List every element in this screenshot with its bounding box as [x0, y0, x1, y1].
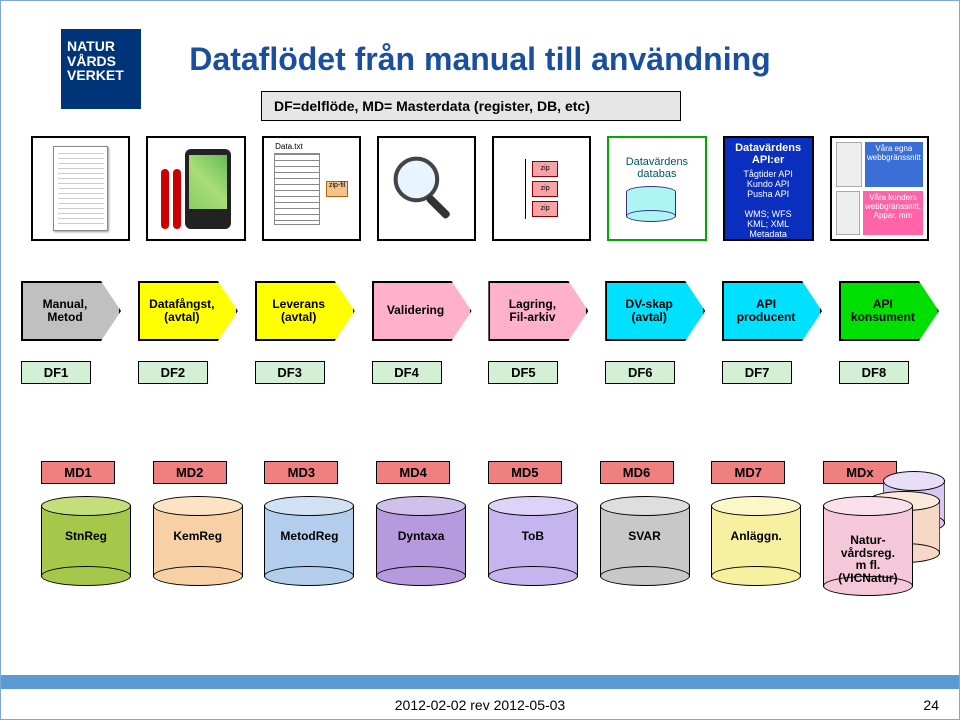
concept-image-7: Våra egna webbgränssnittVåra kunders web… [830, 136, 929, 241]
md-label-1: MD2 [153, 461, 227, 484]
md-label-3: MD4 [376, 461, 450, 484]
masterdata-cylinder-0: StnReg [41, 496, 137, 606]
flow-arrow-7: API konsument [839, 281, 939, 341]
df-label-0: DF1 [21, 361, 91, 384]
df-row: DF1 DF2 DF3 DF4 DF5 DF6 DF7 DF8 [21, 361, 939, 389]
image-row: Data.txtzip-fil zipzipzipDatavärdens data… [31, 136, 929, 241]
masterdata-cylinder-7: N.NN.NNatur- vårdsreg. m fl. (VICNatur) [823, 496, 919, 606]
concept-image-2: Data.txtzip-fil [262, 136, 361, 241]
df-label-4: DF5 [488, 361, 558, 384]
df-label-2: DF3 [255, 361, 325, 384]
flow-arrow-6: API producent [722, 281, 822, 341]
cylinder-row: StnRegKemRegMetodRegDyntaxaToBSVARAnlägg… [41, 496, 919, 606]
md-label-4: MD5 [488, 461, 562, 484]
flow-arrow-4: Lagring, Fil-arkiv [488, 281, 588, 341]
masterdata-cylinder-6: Anläggn. [711, 496, 807, 606]
concept-image-0 [31, 136, 130, 241]
masterdata-cylinder-4: ToB [488, 496, 584, 606]
flow-arrow-3: Validering [372, 281, 472, 341]
concept-image-6: Datavärdens API:erTågtider APIKundo APIP… [723, 136, 814, 241]
bottom-bar [1, 675, 959, 689]
masterdata-cylinder-1: KemReg [153, 496, 249, 606]
page-title: Dataflödet från manual till användning [1, 41, 959, 78]
md-label-2: MD3 [264, 461, 338, 484]
md-label-5: MD6 [600, 461, 674, 484]
concept-image-3 [377, 136, 476, 241]
df-label-3: DF4 [372, 361, 442, 384]
md-label-6: MD7 [711, 461, 785, 484]
concept-image-4: zipzipzip [492, 136, 591, 241]
df-label-5: DF6 [605, 361, 675, 384]
flow-arrow-5: DV-skap (avtal) [605, 281, 705, 341]
md-label-0: MD1 [41, 461, 115, 484]
slide-page: NATUR VÅRDS VERKET Dataflödet från manua… [0, 0, 960, 720]
flow-arrow-0: Manual, Metod [21, 281, 121, 341]
masterdata-cylinder-2: MetodReg [264, 496, 360, 606]
df-label-7: DF8 [839, 361, 909, 384]
md-row: MD1MD2MD3MD4MD5MD6MD7MDx [41, 461, 919, 487]
flow-arrow-2: Leverans (avtal) [255, 281, 355, 341]
concept-image-5: Datavärdens databas [607, 136, 706, 241]
footer-date: 2012-02-02 rev 2012-05-03 [1, 697, 959, 713]
page-number: 24 [923, 697, 939, 713]
arrow-row: Manual, Metod Datafångst, (avtal) Leverans… [21, 281, 939, 341]
flow-arrow-1: Datafångst, (avtal) [138, 281, 238, 341]
df-label-1: DF2 [138, 361, 208, 384]
masterdata-cylinder-5: SVAR [600, 496, 696, 606]
masterdata-cylinder-3: Dyntaxa [376, 496, 472, 606]
legend-box: DF=delflöde, MD= Masterdata (register, D… [261, 91, 681, 121]
concept-image-1 [146, 136, 245, 241]
df-label-6: DF7 [722, 361, 792, 384]
